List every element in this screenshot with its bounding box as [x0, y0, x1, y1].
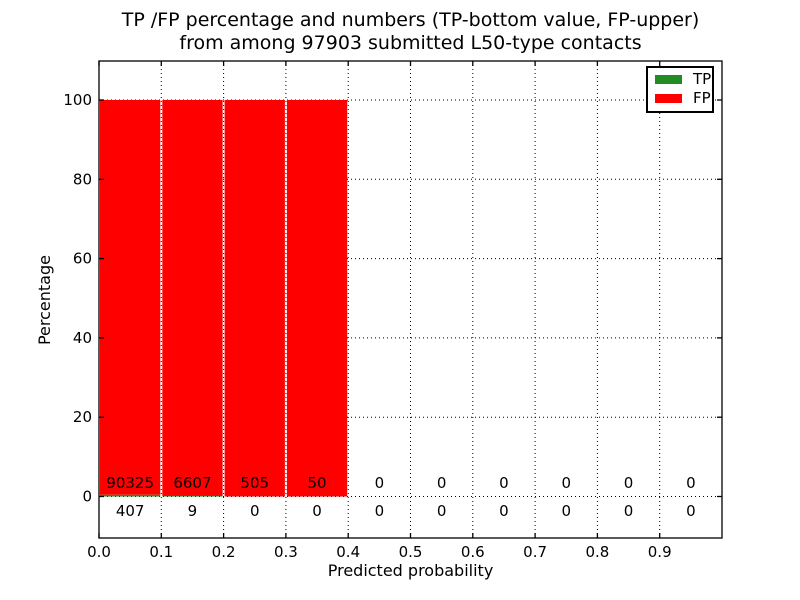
- svg-text:0: 0: [375, 474, 385, 492]
- svg-text:0: 0: [624, 502, 634, 520]
- svg-text:0: 0: [375, 502, 385, 520]
- svg-text:0: 0: [312, 502, 322, 520]
- svg-text:80: 80: [73, 170, 92, 188]
- svg-text:0.2: 0.2: [212, 543, 236, 561]
- svg-text:0: 0: [82, 488, 92, 506]
- svg-text:40: 40: [73, 329, 92, 347]
- chart-title-line2: from among 97903 submitted L50-type cont…: [179, 32, 642, 54]
- y-axis-label: Percentage: [35, 255, 54, 346]
- fp-count-labels: 90325 6607 505 50 0 0 0 0 0 0: [106, 474, 695, 492]
- legend-swatch-tp-icon: [655, 75, 682, 84]
- svg-text:0.1: 0.1: [149, 543, 173, 561]
- svg-text:0: 0: [499, 474, 509, 492]
- svg-text:0: 0: [561, 502, 571, 520]
- bar-tp-1: [162, 495, 223, 497]
- bar-fp-3: [286, 100, 348, 497]
- legend: TP FP: [646, 66, 714, 113]
- svg-text:0.0: 0.0: [87, 543, 111, 561]
- legend-entry-tp: TP: [648, 70, 712, 89]
- svg-text:0: 0: [561, 474, 571, 492]
- svg-text:0: 0: [437, 474, 447, 492]
- svg-text:50: 50: [308, 474, 327, 492]
- svg-text:60: 60: [73, 250, 92, 268]
- svg-text:0: 0: [437, 502, 447, 520]
- bar-fp-0: [100, 100, 161, 495]
- bar-tp-0: [100, 494, 161, 497]
- legend-entry-fp: FP: [648, 89, 712, 108]
- svg-text:505: 505: [240, 474, 269, 492]
- svg-text:0: 0: [250, 502, 260, 520]
- svg-text:0.8: 0.8: [585, 543, 609, 561]
- svg-text:407: 407: [116, 502, 145, 520]
- svg-text:0.9: 0.9: [648, 543, 672, 561]
- svg-text:0.7: 0.7: [523, 543, 547, 561]
- y-tick-labels: 0 20 40 60 80 100: [63, 91, 92, 506]
- legend-label-fp: FP: [693, 89, 711, 107]
- svg-text:0.6: 0.6: [461, 543, 485, 561]
- svg-text:0.4: 0.4: [336, 543, 360, 561]
- tp-count-labels: 407 9 0 0 0 0 0 0 0 0: [116, 502, 696, 520]
- x-axis-label: Predicted probability: [327, 561, 494, 580]
- svg-text:9: 9: [188, 502, 198, 520]
- svg-text:6607: 6607: [173, 474, 211, 492]
- legend-swatch-fp-icon: [655, 94, 682, 103]
- svg-text:0: 0: [686, 474, 696, 492]
- bar-fp-2: [224, 100, 285, 497]
- svg-text:0: 0: [686, 502, 696, 520]
- svg-text:0.3: 0.3: [274, 543, 298, 561]
- svg-text:100: 100: [63, 91, 92, 109]
- chart-title-line1: TP /FP percentage and numbers (TP-bottom…: [121, 9, 700, 31]
- svg-text:0.5: 0.5: [399, 543, 423, 561]
- svg-text:0: 0: [624, 474, 634, 492]
- x-tick-labels: 0.0 0.1 0.2 0.3 0.4 0.5 0.6 0.7 0.8 0.9: [87, 543, 672, 561]
- bars-group: [100, 100, 348, 497]
- bar-fp-1: [162, 100, 223, 496]
- legend-label-tp: TP: [693, 70, 712, 88]
- svg-text:0: 0: [499, 502, 509, 520]
- chart-title: TP /FP percentage and numbers (TP-bottom…: [99, 9, 722, 55]
- svg-text:90325: 90325: [106, 474, 154, 492]
- tick-marks: [98, 61, 722, 538]
- svg-text:20: 20: [73, 408, 92, 426]
